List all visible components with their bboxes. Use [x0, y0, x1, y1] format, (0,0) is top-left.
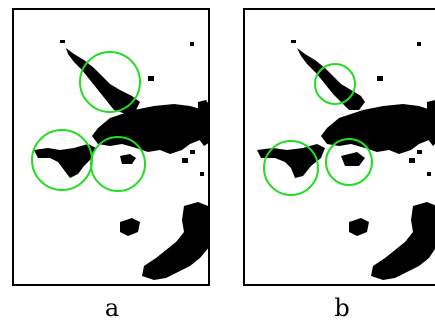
blob-lower-small [120, 218, 140, 236]
highlight-circle [79, 51, 141, 113]
speck [409, 158, 415, 163]
blob-central-mass [92, 104, 208, 154]
blob-left-streak [257, 144, 325, 178]
speck [427, 172, 431, 176]
speck [148, 76, 154, 81]
image-panel-b [243, 8, 435, 286]
blob-small-piece [341, 152, 365, 166]
blob-lower-large [142, 202, 208, 280]
highlight-circle [314, 63, 356, 105]
speck [60, 40, 65, 43]
speck [200, 172, 204, 176]
panel-caption-a: a [104, 294, 120, 322]
blob-small-piece [120, 154, 136, 164]
blob-lower-small [349, 218, 369, 236]
highlight-circle [325, 138, 373, 186]
highlight-circle [90, 136, 146, 192]
panel-caption-b: b [334, 294, 350, 322]
speck [377, 76, 383, 81]
blob-left-streak [34, 144, 96, 178]
speck [291, 40, 296, 43]
image-panel-a [12, 8, 210, 286]
blob-lower-large [371, 202, 435, 280]
blob-upper-streak [297, 48, 365, 110]
speck [190, 42, 194, 46]
blob-central-mass [321, 104, 435, 154]
speck [417, 150, 422, 154]
speck [182, 158, 188, 163]
highlight-circle [263, 140, 319, 196]
binary-image-a [31, 40, 208, 280]
speck [417, 42, 421, 46]
speck [190, 150, 195, 154]
blob-right-edge [427, 100, 435, 146]
blob-right-edge [198, 100, 208, 146]
binary-image-b [257, 40, 435, 280]
